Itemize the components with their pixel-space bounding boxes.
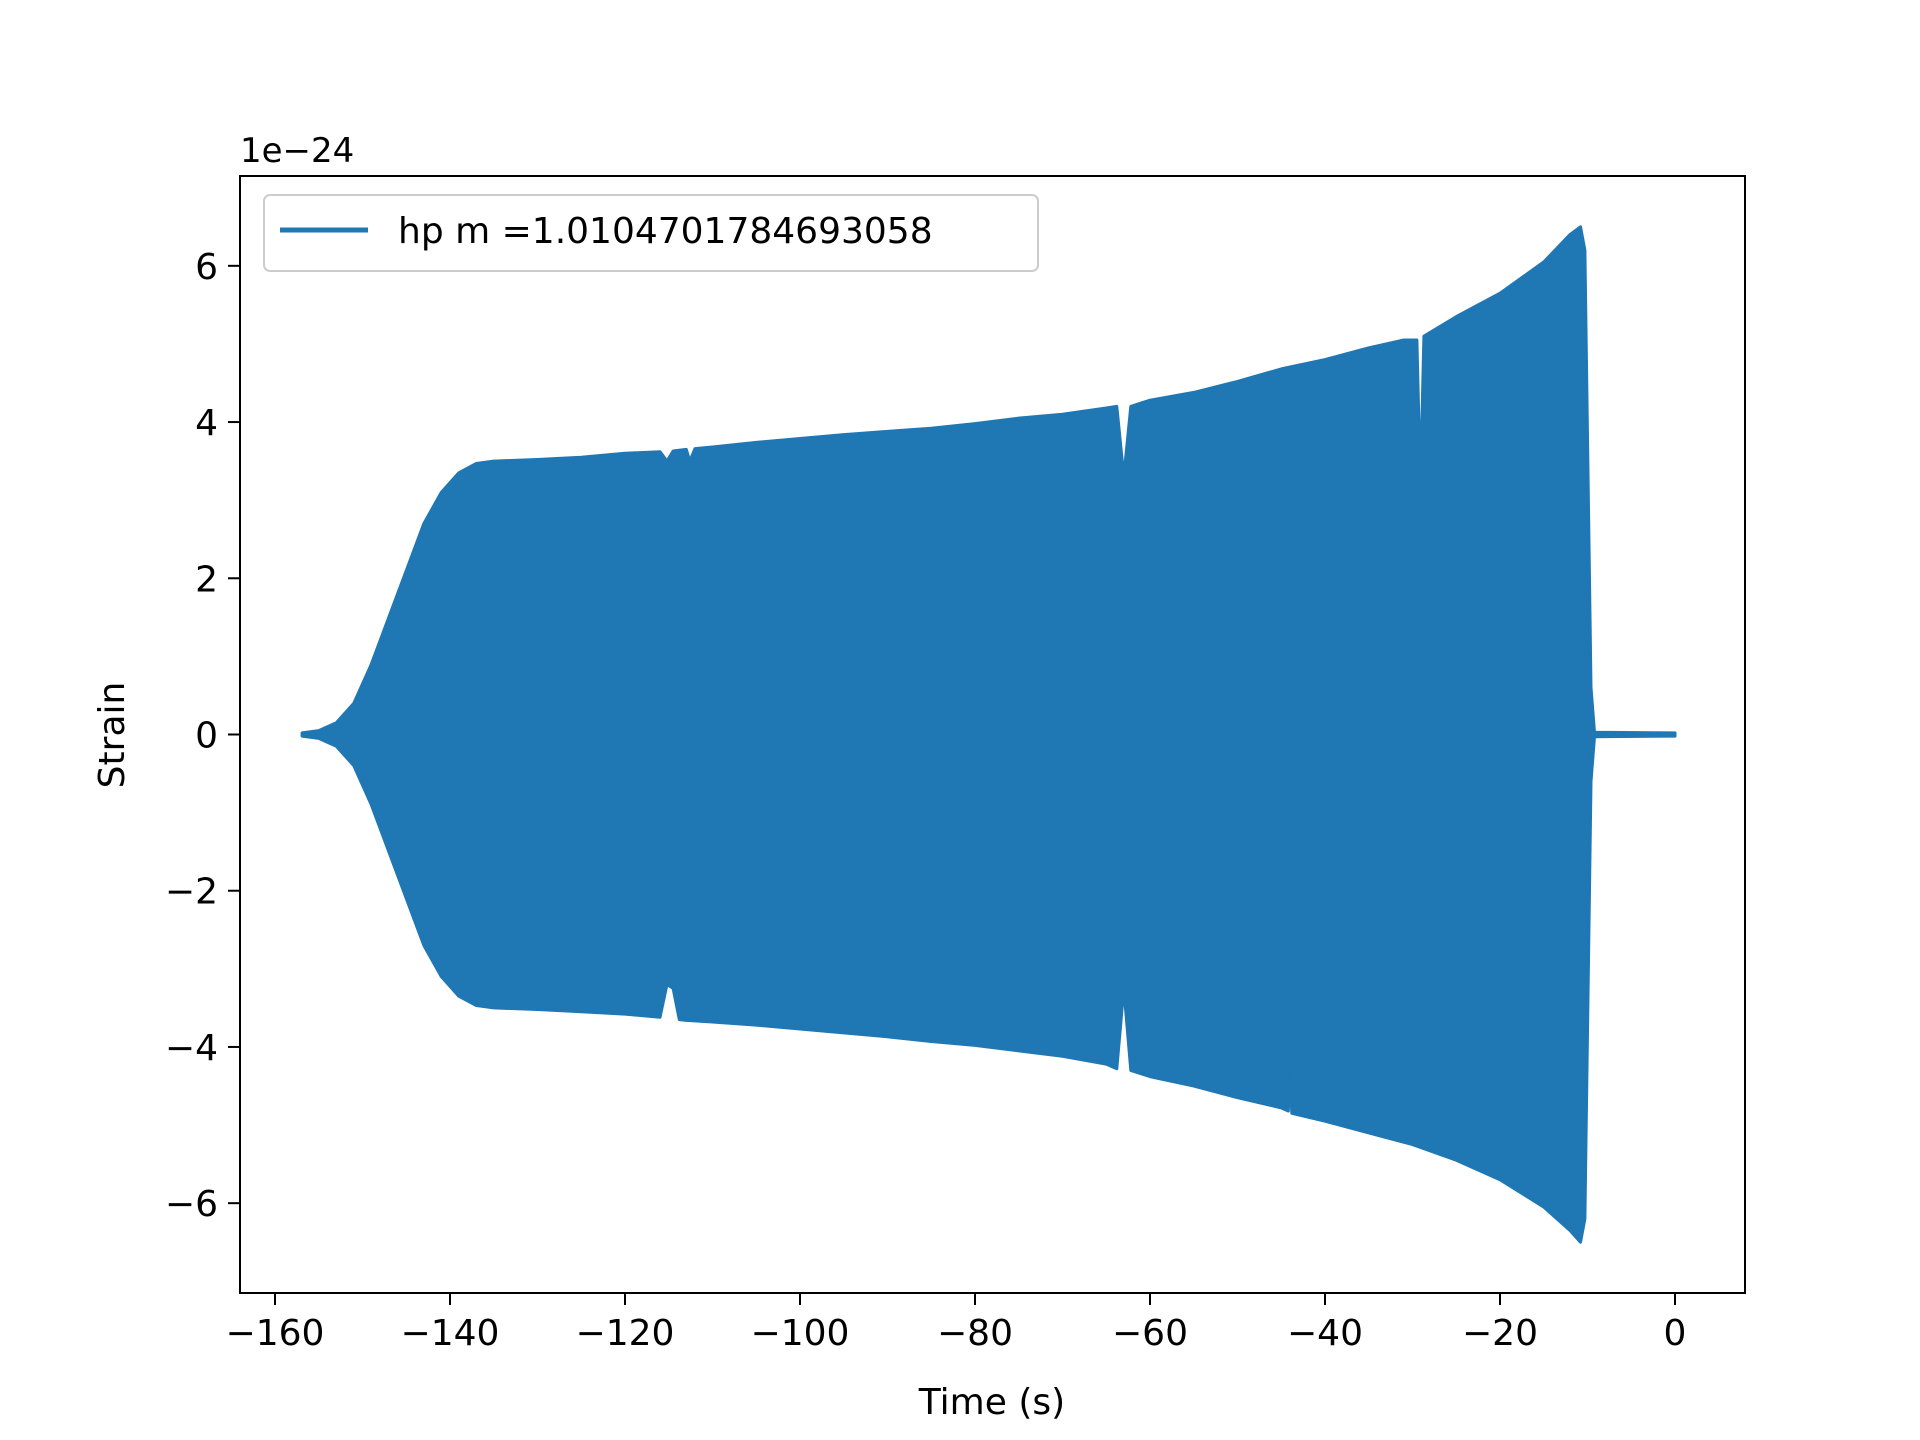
legend-entry-label: hp m =1.0104701784693058 bbox=[398, 211, 933, 252]
x-tick-label: −40 bbox=[1287, 1313, 1363, 1354]
x-tick-label: −120 bbox=[576, 1313, 675, 1354]
legend: hp m =1.0104701784693058 bbox=[263, 194, 1039, 272]
x-tick-label: −80 bbox=[937, 1313, 1013, 1354]
x-axis-label: Time (s) bbox=[918, 1382, 1065, 1423]
series-layer bbox=[300, 225, 1677, 1244]
legend-box bbox=[263, 194, 1039, 272]
x-tick-label: −20 bbox=[1462, 1313, 1538, 1354]
y-tick-label: −6 bbox=[165, 1184, 218, 1225]
y-axis-label: Strain bbox=[92, 682, 133, 789]
y-tick-label: −2 bbox=[165, 872, 218, 913]
y-tick-label: 6 bbox=[195, 247, 218, 288]
x-tick-label: −160 bbox=[226, 1313, 325, 1354]
y-tick-label: 4 bbox=[195, 403, 218, 444]
y-tick-label: 0 bbox=[195, 716, 218, 757]
x-tick-label: −140 bbox=[401, 1313, 500, 1354]
x-axis: −160 −140 −120 −100 −80 −60 −40 −20 0 bbox=[226, 1293, 1687, 1354]
x-tick-label: −60 bbox=[1112, 1313, 1188, 1354]
y-axis: −6 −4 −2 0 2 4 6 bbox=[165, 247, 240, 1225]
series-0-waveform-fill bbox=[300, 225, 1677, 1244]
y-tick-label: −4 bbox=[165, 1028, 218, 1069]
y-tick-label: 2 bbox=[195, 559, 218, 600]
y-axis-scale-label: 1e−24 bbox=[240, 131, 354, 171]
x-tick-label: −100 bbox=[751, 1313, 850, 1354]
plot-area bbox=[239, 175, 1746, 1294]
x-tick-label: 0 bbox=[1664, 1313, 1687, 1354]
